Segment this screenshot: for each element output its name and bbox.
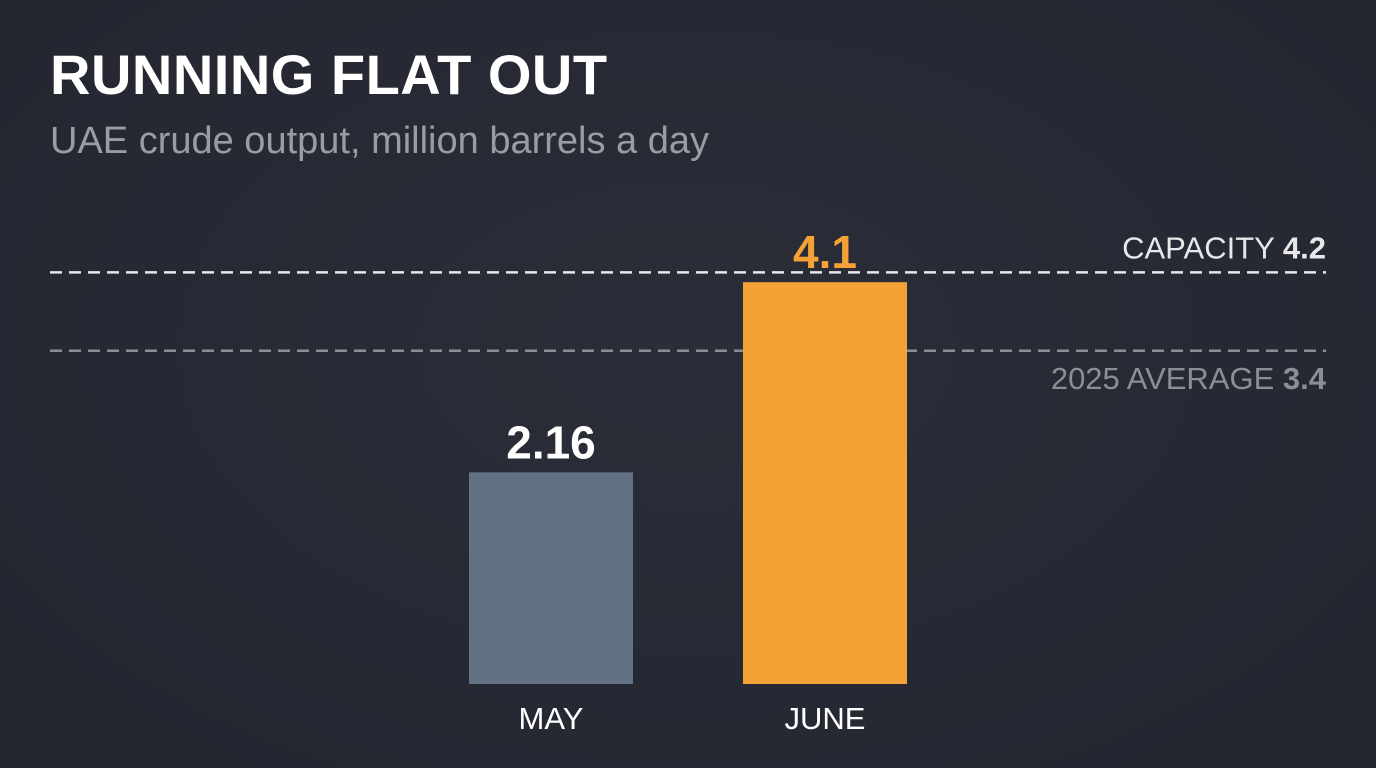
chart-title: RUNNING FLAT OUT [50,43,608,106]
2025-average-value: 3.4 [1283,361,1327,396]
2025-average-label-text: 2025 AVERAGE [1051,361,1283,396]
capacity-value: 4.2 [1283,230,1326,265]
bar-june [743,282,907,684]
2025-average-label: 2025 AVERAGE 3.4 [1051,361,1327,396]
chart-subtitle: UAE crude output, million barrels a day [50,120,709,162]
category-label-june: JUNE [785,701,866,736]
capacity-label: CAPACITY 4.2 [1122,230,1326,265]
bar-may [469,472,633,684]
value-label-june: 4.1 [793,226,857,278]
category-label-may: MAY [519,701,584,736]
capacity-label-text: CAPACITY [1122,230,1283,265]
value-label-may: 2.16 [506,416,596,468]
